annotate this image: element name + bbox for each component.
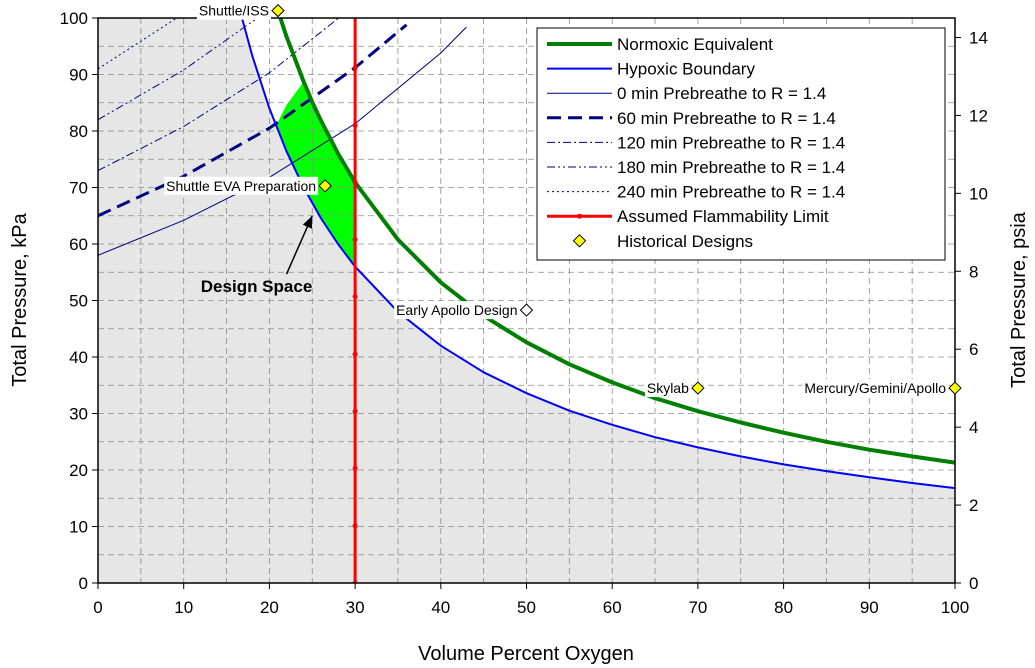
y2-tick-label: 2 [969, 496, 978, 515]
series-line-0 [278, 18, 955, 465]
x-tick-label: 0 [93, 598, 102, 617]
x-tick-label: 90 [860, 598, 879, 617]
y-tick-label: 0 [79, 574, 88, 593]
y2-tick-label: 0 [969, 574, 978, 593]
annotation-bg [802, 379, 949, 398]
legend-label-8: Historical Designs [617, 232, 753, 251]
x-axis-title: Volume Percent Oxygen [418, 643, 634, 665]
historical-design-marker [271, 3, 285, 18]
y2-tick-label: 10 [969, 184, 988, 203]
flammability-point [352, 236, 358, 242]
flammability-point [352, 122, 358, 128]
annotation-label: Shuttle/ISS [199, 3, 269, 19]
y2-tick-label: 6 [969, 340, 978, 359]
y2-axis-title: Total Pressure, psia [1008, 211, 1030, 388]
historical-design-marker [691, 381, 705, 395]
flammability-point [352, 465, 358, 471]
y-tick-label: 30 [69, 405, 88, 424]
legend-label-1: Hypoxic Boundary [617, 60, 755, 79]
y-tick-label: 20 [69, 461, 88, 480]
x-tick-label: 20 [260, 598, 279, 617]
x-tick-label: 10 [174, 598, 193, 617]
x-tick-label: 50 [517, 598, 536, 617]
legend-label-2: 0 min Prebreathe to R = 1.4 [617, 84, 826, 103]
y-tick-label: 50 [69, 292, 88, 311]
design-space-arrowhead [302, 215, 313, 229]
x-tick-label: 40 [431, 598, 450, 617]
flammability-point [352, 294, 358, 300]
early-apollo-marker [519, 303, 534, 317]
legend-label-4: 120 min Prebreathe to R = 1.4 [617, 133, 845, 152]
x-tick-label: 80 [774, 598, 793, 617]
flammability-point [352, 351, 358, 357]
design-space-label: Design Space [201, 277, 313, 296]
legend-label-7: Assumed Flammability Limit [617, 207, 829, 226]
flammability-point [352, 179, 358, 185]
y-tick-label: 100 [60, 9, 88, 28]
x-tick-label: 60 [603, 598, 622, 617]
y2-tick-label: 12 [969, 106, 988, 125]
historical-design-marker [318, 179, 332, 193]
x-tick-label: 100 [941, 598, 969, 617]
annotation-label: Mercury/Gemini/Apollo [804, 380, 946, 396]
y-tick-label: 60 [69, 235, 88, 254]
series-line-1 [241, 18, 955, 490]
flammability-point [352, 65, 358, 71]
design-space-region [276, 81, 356, 267]
series-line-3 [98, 23, 408, 218]
y-tick-label: 90 [69, 66, 88, 85]
series-line-2 [98, 26, 467, 256]
legend-label-6: 240 min Prebreathe to R = 1.4 [617, 183, 845, 202]
annotation-bg [394, 301, 520, 320]
series-line-5 [98, 18, 259, 121]
y-tick-label: 70 [69, 179, 88, 198]
y2-tick-label: 14 [969, 28, 988, 47]
legend-swatch-marker [572, 234, 587, 248]
flammability-point [352, 408, 358, 414]
annotation-label: Skylab [647, 380, 689, 396]
historical-design-marker [948, 381, 962, 395]
legend-label-3: 60 min Prebreathe to R = 1.4 [617, 109, 836, 128]
y-tick-label: 80 [69, 122, 88, 141]
y2-tick-label: 4 [969, 418, 978, 437]
flammability-point [353, 8, 358, 13]
y-tick-label: 10 [69, 518, 88, 537]
y-axis-title: Total Pressure, kPa [9, 212, 31, 386]
annotation-label: Early Apollo Design [396, 302, 517, 318]
x-tick-label: 70 [688, 598, 707, 617]
legend-label-5: 180 min Prebreathe to R = 1.4 [617, 158, 845, 177]
series-line-4 [98, 18, 340, 172]
flammability-point [352, 523, 358, 529]
y-tick-label: 40 [69, 348, 88, 367]
legend-swatch-dot [577, 213, 582, 219]
annotation-bg [196, 1, 271, 20]
annotation-bg [644, 379, 692, 398]
x-tick-label: 30 [346, 598, 365, 617]
legend-label-0: Normoxic Equivalent [617, 35, 773, 54]
annotation-label: Shuttle EVA Preparation [166, 178, 316, 194]
legend-box [536, 27, 946, 261]
y2-tick-label: 8 [969, 262, 978, 281]
annotation-bg [164, 176, 319, 195]
